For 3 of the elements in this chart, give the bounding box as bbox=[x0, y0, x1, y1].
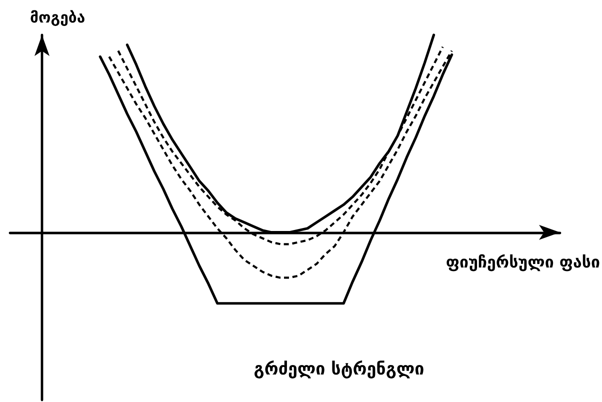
text: გრძელი სტრენგლი bbox=[254, 360, 424, 380]
y-axis-title: მოგება bbox=[30, 8, 86, 26]
x-axis-title: ფიუჩერსული ფასი bbox=[446, 252, 600, 272]
